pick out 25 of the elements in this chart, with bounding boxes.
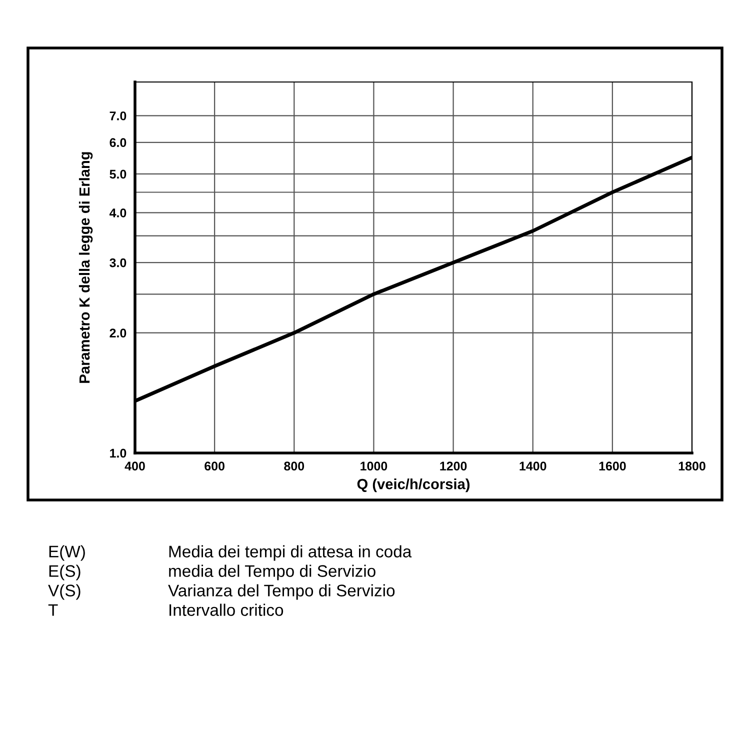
x-tick-label: 1000	[360, 462, 388, 471]
text: E(W)	[49, 545, 85, 561]
y-tick-label: 6.0	[110, 138, 126, 148]
text: E(S)	[49, 564, 80, 580]
text: T	[48, 604, 58, 616]
x-tick-label: 400	[124, 462, 145, 471]
x-tick-label: 1600	[599, 462, 626, 471]
x-tick-label: 1800	[678, 462, 706, 471]
text: media del Tempo di Servizio	[169, 564, 376, 580]
text: V(S)	[48, 584, 80, 600]
y-tick-label: 3.0	[110, 258, 126, 268]
text: Intervallo critico	[170, 604, 284, 616]
y-tick-label: 2.0	[110, 328, 126, 338]
x-axis-title: Q (veic/h/corsia)	[357, 478, 470, 492]
y-tick-label: 1.0	[110, 448, 126, 458]
y-tick-label: 7.0	[110, 111, 126, 120]
x-tick-label: 800	[284, 462, 304, 471]
x-tick-label: 600	[204, 462, 224, 471]
text: Varianza del Tempo di Servizio	[168, 584, 395, 600]
y-tick-label: 4.0	[109, 208, 126, 218]
text: Media dei tempi di attesa in coda	[169, 545, 412, 561]
x-tick-label: 1400	[520, 462, 546, 471]
y-axis-title: Parametro K della legge di Erlang	[78, 152, 93, 383]
x-tick-label: 1200	[440, 462, 467, 471]
y-tick-label: 5.0	[110, 170, 126, 179]
